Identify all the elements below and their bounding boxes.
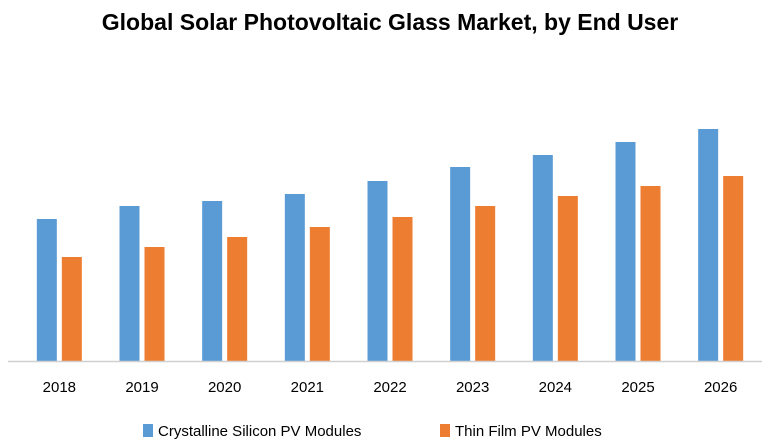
bar-crystalline-2025 [615, 142, 636, 361]
bar-thin-film-2020 [227, 237, 248, 361]
bar-thin-film-2025 [640, 186, 661, 361]
bar-crystalline-2020 [202, 201, 223, 361]
x-tick-label: 2026 [704, 379, 737, 396]
x-tick-label: 2019 [125, 379, 158, 396]
bar-crystalline-2021 [284, 194, 305, 361]
bar-crystalline-2019 [119, 206, 140, 361]
bar-thin-film-2023 [475, 206, 496, 361]
bar-thin-film-2019 [144, 247, 165, 361]
legend-label: Thin Film PV Modules [455, 423, 602, 440]
x-tick-label: 2025 [621, 379, 654, 396]
x-tick-label: 2023 [456, 379, 489, 396]
bar-thin-film-2022 [392, 217, 413, 361]
bar-crystalline-2022 [367, 181, 388, 361]
bar-thin-film-2026 [723, 176, 744, 361]
legend-swatch [440, 424, 450, 437]
x-tick-label: 2018 [43, 379, 76, 396]
bar-crystalline-2024 [532, 155, 553, 361]
bar-thin-film-2021 [309, 227, 330, 361]
legend-swatch [143, 424, 153, 437]
bar-crystalline-2023 [450, 167, 471, 361]
x-tick-label: 2022 [373, 379, 406, 396]
bar-thin-film-2024 [557, 196, 578, 361]
bar-thin-film-2018 [61, 257, 82, 361]
legend-label: Crystalline Silicon PV Modules [158, 423, 361, 440]
bar-crystalline-2018 [36, 219, 57, 361]
bar-crystalline-2026 [698, 129, 719, 361]
x-tick-label: 2020 [208, 379, 241, 396]
x-tick-label: 2024 [539, 379, 572, 396]
x-tick-label: 2021 [291, 379, 324, 396]
chart-title: Global Solar Photovoltaic Glass Market, … [101, 9, 679, 35]
